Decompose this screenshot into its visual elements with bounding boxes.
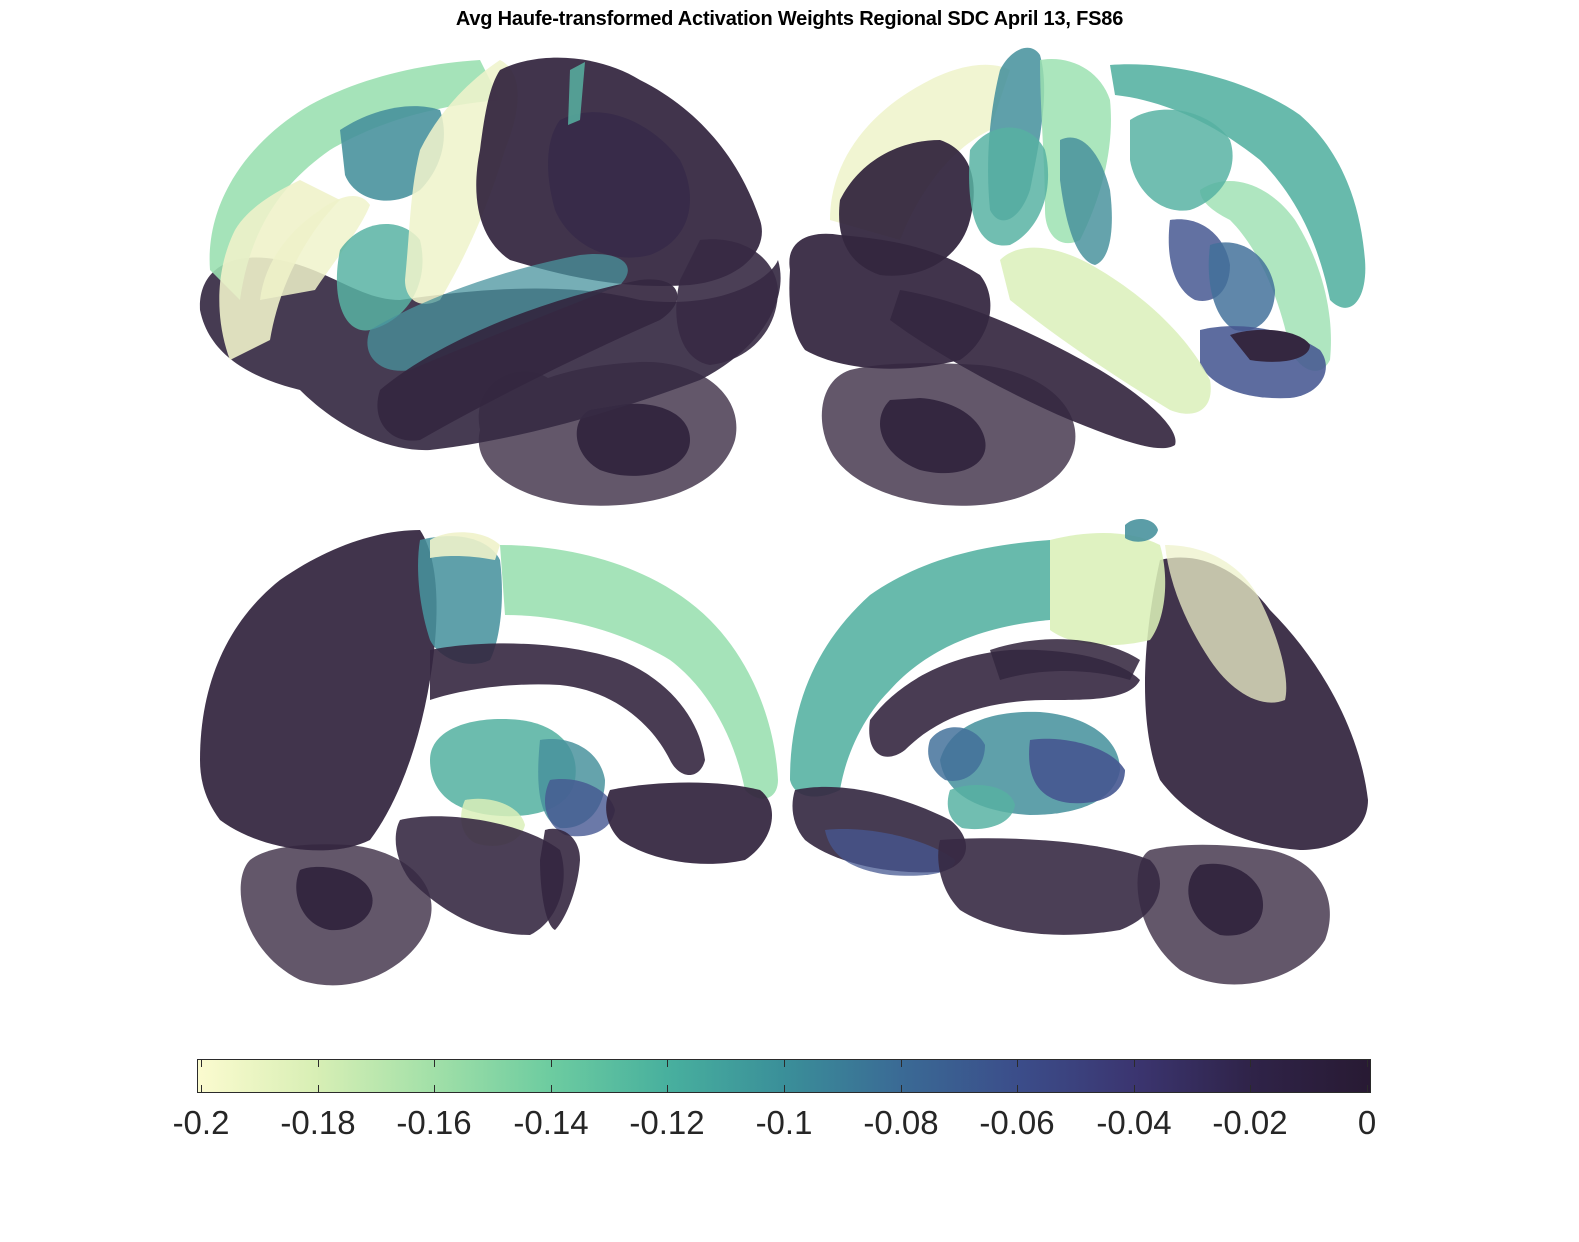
pallidum-region: [947, 785, 1015, 830]
colorbar-tick-top: [201, 1059, 202, 1067]
inferior-temporal-region: [377, 279, 678, 441]
colorbar-tick-top: [1367, 1059, 1368, 1067]
pars-triangularis-region: [1208, 242, 1275, 331]
posterior-cingulate-region: [430, 643, 705, 775]
colorbar-tick: [901, 1085, 902, 1093]
putamen-region: [1029, 738, 1125, 804]
colorbar-tick-label: -0.16: [396, 1104, 472, 1141]
precuneus-region: [1165, 545, 1287, 703]
colorbar-tick-top: [434, 1059, 435, 1067]
temporal-pole-region: [395, 816, 564, 935]
superior-temporal-region: [1000, 247, 1211, 414]
colorbar-tick-top: [901, 1059, 902, 1067]
colorbar-tick: [551, 1085, 552, 1093]
cerebellum-core: [576, 403, 690, 476]
colorbar-tick-top: [1134, 1059, 1135, 1067]
frontal-pole-region: [825, 829, 955, 876]
cingulate-arc-region: [990, 639, 1140, 680]
figure-title: Avg Haufe-transformed Activation Weights…: [455, 8, 1124, 30]
superior-frontal-region: [1110, 64, 1366, 308]
colorbar-tick-label: -0.14: [513, 1104, 589, 1141]
brain-view-right-medial: [790, 518, 1368, 985]
colorbar-tick-label: -0.08: [863, 1104, 939, 1141]
paracentral-region: [430, 532, 500, 560]
brain-view-right-lateral: [789, 47, 1366, 506]
precuneus-region: [418, 536, 502, 664]
colorbar-tick-label: 0: [1357, 1104, 1377, 1141]
cerebellum-core: [1188, 863, 1264, 936]
brain-view-left-lateral: [199, 57, 781, 506]
colorbar-tick: [1250, 1085, 1251, 1093]
lateral-occipital-region: [676, 239, 778, 365]
colorbar-tick-label: -0.12: [629, 1104, 705, 1141]
colorbar-tick: [667, 1085, 668, 1093]
colorbar-tick-label: -0.1: [755, 1104, 813, 1141]
superior-frontal-medial-region: [500, 545, 778, 799]
colorbar-tick: [1367, 1085, 1368, 1093]
supramarginal-region: [548, 112, 690, 258]
temporal-pole-region: [938, 838, 1160, 935]
thalamus-region: [430, 719, 576, 817]
superior-temporal-region: [367, 254, 628, 371]
cerebellum-core: [880, 398, 986, 474]
colorbar-tick: [201, 1085, 202, 1093]
colorbar-tick: [1134, 1085, 1135, 1093]
colorbar-tick: [434, 1085, 435, 1093]
posterior-cingulate-region: [869, 649, 1140, 757]
hippocampus-region: [928, 727, 985, 781]
colorbar-tick: [1017, 1085, 1018, 1093]
middle-frontal-region: [1200, 181, 1331, 371]
hippocampus-region: [545, 779, 615, 837]
colorbar-tick-labels: -0.2 -0.18 -0.16 -0.14 -0.12 -0.1 -0.08 -0.06 -0…: [173, 1104, 1377, 1144]
middle-temporal-region: [890, 290, 1176, 449]
brainstem-region: [540, 828, 580, 930]
colorbar-tick-top: [667, 1059, 668, 1067]
colorbar-ticks: [197, 1059, 1371, 1093]
supramarginal-region: [969, 127, 1049, 246]
paracentral-region: [1050, 533, 1166, 646]
caudal-middle-frontal-region: [1130, 109, 1233, 211]
banks-region: [1060, 137, 1112, 265]
brain-view-left-medial: [200, 530, 778, 986]
inferior-parietal-region: [839, 140, 974, 276]
orbital-dark-region: [1230, 329, 1310, 362]
colorbar-tick-label: -0.06: [979, 1104, 1055, 1141]
colorbar-tick: [784, 1085, 785, 1093]
insula-region: [336, 223, 423, 331]
caudal-middle-frontal-region: [260, 195, 370, 300]
colorbar-tick-top: [784, 1059, 785, 1067]
colorbar-tick: [318, 1085, 319, 1093]
medial-orbitofrontal-region: [606, 782, 772, 864]
central-sulcus-region: [568, 62, 585, 125]
colorbar-tick-top: [1017, 1059, 1018, 1067]
superior-frontal-medial-region: [790, 540, 1050, 797]
colorbar-tick-label: -0.02: [1212, 1104, 1288, 1141]
occipital-medial-region: [200, 530, 437, 851]
colorbar-tick-label: -0.18: [280, 1104, 356, 1141]
colorbar-tick-top: [318, 1059, 319, 1067]
cerebellum-core: [296, 866, 373, 931]
colorbar-tick-top: [1250, 1059, 1251, 1067]
colorbar-tick-label: -0.04: [1096, 1104, 1172, 1141]
small-teal-top-region: [1125, 518, 1158, 542]
colorbar-tick-label: -0.2: [172, 1104, 230, 1141]
colorbar-tick-top: [551, 1059, 552, 1067]
